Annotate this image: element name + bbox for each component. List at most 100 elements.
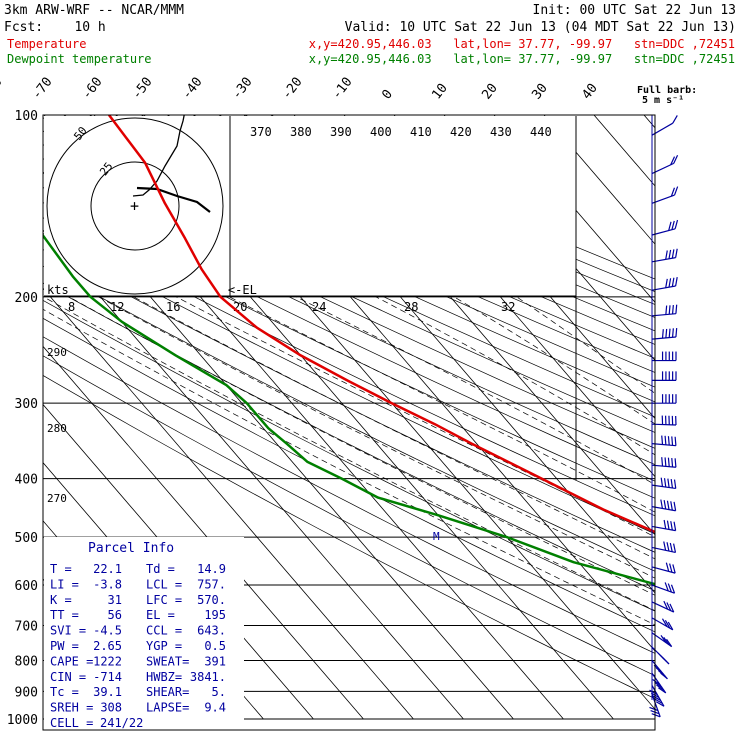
wind-barb: [651, 541, 677, 554]
dry-adiabat: [43, 144, 655, 433]
theta-e-label: 430: [490, 125, 512, 139]
dry-adiabat: [43, 202, 655, 499]
parcel-info-key: SREH =: [50, 701, 93, 715]
dry-adiabat: [43, 233, 655, 535]
dry-adiabat: [43, 117, 655, 403]
parcel-info-key: LCL =: [146, 577, 182, 591]
parcel-info-value: 31: [108, 593, 122, 607]
wind-barb: [651, 477, 677, 490]
wind-barb: [652, 394, 677, 404]
parcel-info-key: LAPSE=: [146, 701, 189, 715]
moist-adiabat: [98, 296, 655, 579]
parcel-info-value: 14.9: [197, 562, 226, 576]
theta-e-label: 440: [530, 125, 552, 139]
wind-speed-label: 32: [501, 300, 515, 314]
dry-adiabat: [43, 187, 655, 482]
theta-e-label: 380: [290, 125, 312, 139]
wind-speed-label: kts: [47, 283, 69, 297]
hodograph-ring: [90, 161, 180, 251]
pressure-label-1000: 1000: [7, 713, 38, 728]
pressure-label-200: 200: [15, 291, 38, 306]
parcel-info-key: K =: [50, 593, 72, 607]
parcel-info-value: 22.1: [93, 562, 122, 576]
parcel-info-value: -714: [93, 670, 122, 684]
pressure-label-100: 100: [15, 109, 38, 124]
parcel-info-value: 643.: [197, 624, 226, 638]
wind-speed-label: 24: [312, 300, 326, 314]
wind-barb: [651, 562, 676, 574]
wind-barb: [651, 672, 667, 694]
theta-e-label: 390: [330, 125, 352, 139]
dry-adiabat: [43, 265, 655, 572]
parcel-info-value: 195: [204, 608, 226, 622]
dewpoint-line: [43, 233, 655, 586]
wind-barb: [651, 248, 678, 263]
isotherm-line: [43, 287, 414, 720]
moist-adiabat: [43, 296, 655, 612]
legend-temp-info: x,y=420.95,446.03 lat,lon= 37.77, -99.97…: [309, 37, 735, 51]
legend-dew-info: x,y=420.95,446.03 lat,lon= 37.77, -99.97…: [309, 52, 735, 66]
parcel-info-key: CIN =: [50, 670, 86, 684]
wind-barb: [651, 519, 677, 532]
hodograph-ring: [46, 117, 224, 295]
wind-barb: [651, 154, 679, 175]
wind-barb: [651, 435, 677, 447]
parcel-info-value: 570.: [197, 593, 226, 607]
wind-speed-label: 28: [404, 300, 418, 314]
theta-e-label: 420: [450, 125, 472, 139]
parcel-info-value: 9.4: [204, 701, 226, 715]
theta-label: 290: [47, 346, 67, 359]
barb-legend-value: 5 m s⁻¹: [642, 95, 684, 106]
parcel-info-key: HWBZ=: [146, 670, 182, 684]
wind-barb: [649, 685, 665, 707]
isotherm-line: [43, 345, 364, 720]
theta-label: 270: [47, 492, 67, 505]
pressure-label-400: 400: [15, 473, 38, 488]
barb-legend-title: Full barb:: [637, 85, 697, 96]
parcel-info-value: 39.1: [93, 685, 122, 699]
wind-barb: [652, 371, 677, 381]
wind-barb: [652, 351, 677, 362]
parcel-info-key: T =: [50, 562, 72, 576]
parcel-info-key: CCL =: [146, 624, 182, 638]
theta-label: 280: [47, 422, 67, 435]
parcel-info-key: Td =: [146, 562, 175, 576]
parcel-info-value: 56: [108, 608, 122, 622]
pressure-label-700: 700: [15, 619, 38, 634]
valid-time: Valid: 10 UTC Sat 22 Jun 13 (04 MDT Sat …: [345, 20, 736, 35]
temperature-line: [108, 115, 655, 534]
dry-adiabat: [43, 355, 655, 677]
parcel-info-value: 391: [204, 654, 226, 668]
wind-barb: [651, 304, 678, 317]
isotherm-line: [493, 115, 655, 303]
parcel-info-key: CAPE =: [50, 654, 93, 668]
parcel-info-key: SVI =: [50, 624, 86, 638]
parcel-info-value: 1222: [93, 654, 122, 668]
parcel-info-box: Parcel Info T = 22.1 Td = 14.9 LI = -3.8 LCL = 7…: [44, 537, 244, 730]
dry-adiabat: [43, 317, 655, 633]
parcel-info-key: SHEAR=: [146, 685, 189, 699]
wind-barb: [651, 277, 678, 291]
parcel-info-value: 241/22: [100, 716, 143, 730]
wind-barb: [651, 328, 678, 340]
pressure-label-900: 900: [15, 685, 38, 700]
parcel-info-title: Parcel Info: [88, 541, 174, 556]
pressure-label-800: 800: [15, 654, 38, 669]
theta-e-label: 410: [410, 125, 432, 139]
dry-adiabat: [43, 299, 655, 612]
level-marker: <-EL: [228, 283, 257, 297]
dry-adiabat: [43, 217, 655, 517]
legend-dew-name: Dewpoint temperature: [7, 52, 152, 66]
wind-barb: [651, 582, 676, 594]
wind-barb: [651, 499, 677, 512]
parcel-info-key: PW =: [50, 639, 79, 653]
hodograph-ring-label: 25: [97, 160, 115, 178]
parcel-info-value: -3.8: [93, 577, 122, 591]
parcel-info-value: 2.65: [93, 639, 122, 653]
isotherm-line: [543, 115, 655, 245]
parcel-info-key: YGP =: [146, 639, 182, 653]
wind-barb: [651, 457, 677, 468]
parcel-info-value: 308: [100, 701, 122, 715]
moist-adiabat: [68, 296, 655, 596]
